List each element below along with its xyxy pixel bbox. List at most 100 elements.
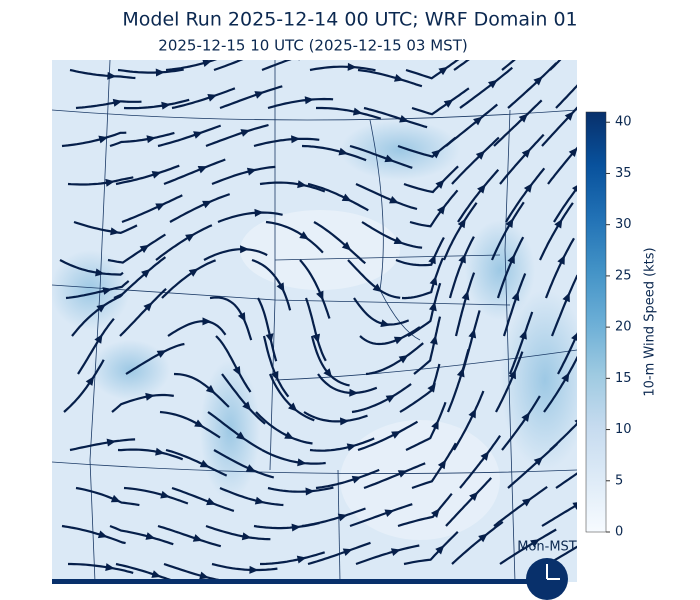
streamline-arrow <box>475 150 486 160</box>
streamline-arrow <box>393 336 404 345</box>
streamline <box>65 280 130 300</box>
streamline <box>403 165 459 194</box>
streamline-arrow <box>428 301 437 312</box>
streamline <box>508 311 534 375</box>
clock-label: Mon-MST <box>517 540 577 555</box>
streamline <box>211 165 276 186</box>
streamline <box>123 98 190 110</box>
colorbar-tick-label: 30 <box>615 217 632 232</box>
streamline-arrow <box>393 236 404 245</box>
streamline-arrow <box>554 218 563 229</box>
streamline-arrow <box>372 283 383 293</box>
streamline-arrow <box>110 227 120 236</box>
streamline <box>501 60 516 71</box>
streamline <box>69 438 136 452</box>
streamline-arrow <box>155 447 165 456</box>
streamline-arrow <box>143 302 153 312</box>
streamline-arrow <box>139 244 150 254</box>
streamline-arrow <box>207 93 218 102</box>
streamline-arrow <box>193 131 203 139</box>
streamline-arrow <box>341 241 352 251</box>
streamline-arrow <box>102 287 113 295</box>
streamline <box>304 297 327 362</box>
streamline-arrow <box>428 254 436 265</box>
streamline-arrow <box>384 154 395 163</box>
streamline-arrow <box>511 291 520 302</box>
streamline-arrow <box>337 513 348 522</box>
streamline <box>499 528 557 565</box>
streamline <box>157 124 222 148</box>
streamline-arrow <box>105 178 115 187</box>
colorbar-tick-label: 35 <box>615 166 632 181</box>
streamline <box>261 449 326 465</box>
streamline-arrow <box>487 79 498 89</box>
streamline-arrow <box>146 135 157 144</box>
streamline-arrow <box>351 475 362 484</box>
wind-shading <box>52 120 577 540</box>
colorbar-tick-label: 40 <box>615 115 632 130</box>
streamline-arrow <box>254 208 264 217</box>
streamline <box>73 220 138 235</box>
streamline-arrow <box>528 36 540 48</box>
streamline-arrow <box>431 149 441 159</box>
streamline <box>448 236 475 299</box>
streamline-arrow <box>240 245 250 254</box>
streamline <box>121 194 183 224</box>
streamline-arrow <box>431 419 439 430</box>
streamline <box>496 236 525 299</box>
streamline-arrow <box>533 456 544 466</box>
streamline <box>357 420 419 452</box>
streamline-arrow <box>188 268 199 277</box>
streamline-arrow <box>469 491 479 502</box>
streamline <box>59 259 124 276</box>
streamline <box>265 220 324 254</box>
streamline <box>411 87 470 116</box>
streamline-arrow <box>145 392 155 401</box>
streamline <box>109 131 175 148</box>
streamlines <box>59 36 591 582</box>
streamline <box>255 411 313 445</box>
streamline <box>547 146 577 185</box>
streamline <box>355 544 420 566</box>
streamline-arrow <box>155 203 166 211</box>
streamline-arrow <box>342 548 353 557</box>
streamline <box>445 477 493 527</box>
streamline-arrow <box>436 204 446 215</box>
streamline <box>77 317 115 375</box>
streamline-arrow <box>156 350 167 358</box>
colorbar-label: 10-m Wind Speed (kts) <box>643 247 658 396</box>
streamline-arrow <box>297 458 307 467</box>
streamline <box>361 221 423 249</box>
streamline <box>213 60 244 72</box>
streamline-arrow <box>390 548 401 556</box>
streamline-arrow <box>437 459 447 470</box>
streamline <box>109 524 174 546</box>
streamline <box>490 201 525 261</box>
streamline-arrow <box>443 99 454 108</box>
streamline-arrow <box>237 312 246 322</box>
streamline-arrow <box>564 111 574 121</box>
streamline <box>493 485 548 527</box>
streamline <box>351 383 412 414</box>
streamline-arrow <box>95 268 105 277</box>
streamline-arrow <box>106 438 117 447</box>
colorbar-tick-label: 10 <box>615 422 632 437</box>
streamline <box>357 68 423 88</box>
streamline <box>553 186 577 223</box>
colorbar-tick-label: 0 <box>615 525 623 540</box>
streamline-arrow <box>202 317 212 326</box>
streamline <box>125 342 185 375</box>
streamline-arrow <box>155 68 165 77</box>
streamline-arrow <box>435 179 445 189</box>
streamline-arrow <box>456 367 465 378</box>
streamline-arrow <box>389 195 399 204</box>
streamline-arrow <box>468 328 477 339</box>
streamline-arrow <box>199 571 209 580</box>
streamline-arrow <box>579 536 591 548</box>
streamline-arrow <box>232 365 241 376</box>
streamline <box>549 60 562 71</box>
streamline <box>157 524 222 548</box>
streamline-arrow <box>430 508 440 518</box>
streamline <box>63 359 105 413</box>
streamline-arrow <box>457 218 466 229</box>
